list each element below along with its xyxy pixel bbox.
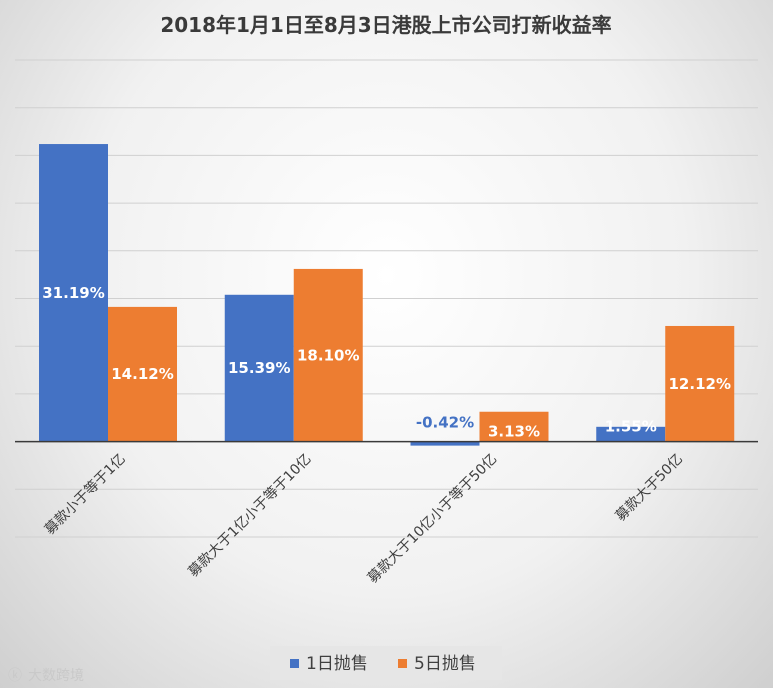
chart-title: 2018年1月1日至8月3日港股上市公司打新收益率 — [160, 13, 611, 37]
data-label: 18.10% — [297, 346, 359, 364]
bar-1-1 — [39, 144, 108, 442]
bar-2-4 — [665, 325, 735, 442]
data-label: 1.55% — [605, 418, 657, 436]
watermark: ⓚ 大数跨境 — [8, 668, 84, 684]
data-label: 15.39% — [228, 359, 290, 377]
data-label: -0.42% — [416, 414, 474, 432]
watermark-text: 大数跨境 — [28, 668, 84, 684]
legend-swatch — [290, 659, 299, 668]
data-label: 14.12% — [111, 365, 173, 383]
category-label: 募款大于1亿小于等于10亿 — [185, 450, 315, 580]
category-labels: 募款小于等于1亿 募款大于1亿小于等于10亿 募款大于10亿小于等于50亿 募款大于5… — [41, 450, 686, 586]
bar-2-3 — [479, 411, 549, 442]
data-label: 31.19% — [42, 284, 104, 302]
legend-box — [270, 646, 502, 680]
category-label: 募款大于10亿小于等于50亿 — [364, 450, 500, 586]
data-labels: 31.19% 14.12% 15.39% 18.10% -0.42% 3.13% 1.55%… — [42, 284, 731, 441]
bar-2-2 — [293, 268, 363, 442]
data-label: 12.12% — [669, 375, 731, 393]
legend-entry[interactable]: 1日抛售 — [306, 654, 368, 674]
bar-1-3 — [410, 441, 480, 446]
data-label: 3.13% — [488, 423, 540, 441]
bar-1-2 — [224, 294, 294, 442]
gridlines — [15, 59, 758, 538]
legend-swatch — [398, 659, 407, 668]
legend-entry[interactable]: 5日抛售 — [414, 654, 476, 674]
category-label: 募款大于50亿 — [613, 451, 686, 524]
category-label: 募款小于等于1亿 — [41, 450, 129, 538]
bar-2-1 — [108, 306, 177, 442]
legend[interactable]: 1日抛售 5日抛售 — [270, 646, 502, 680]
bars — [39, 144, 735, 446]
watermark-logo-icon: ⓚ — [8, 668, 22, 684]
bar-1-4 — [596, 426, 666, 442]
